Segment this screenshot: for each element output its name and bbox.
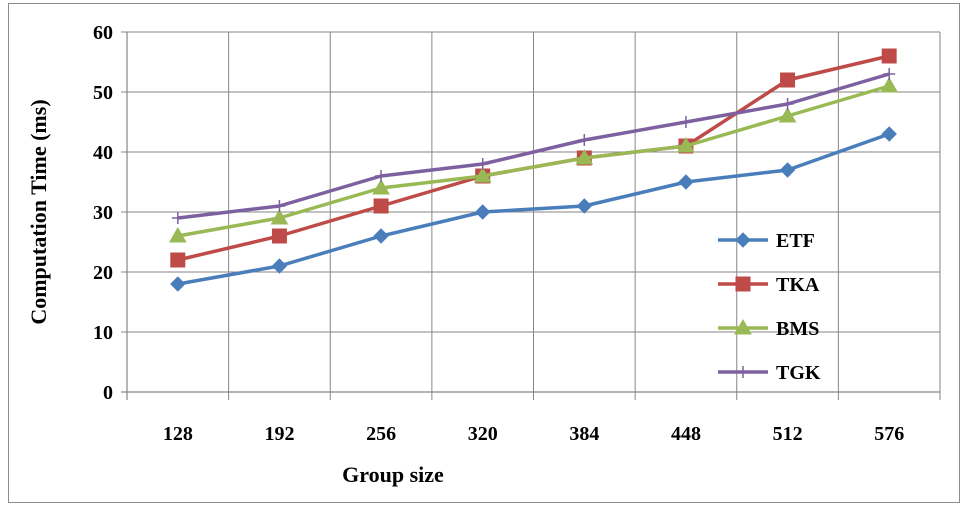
- data-point-tgk: [883, 68, 896, 80]
- data-point-bms: [473, 166, 492, 183]
- y-tick-label: 40: [93, 142, 113, 164]
- y-tick-labels: 0 10 20 30 40 50 60: [93, 22, 113, 404]
- y-tick-label: 0: [103, 382, 113, 404]
- legend-marker-bms: [734, 318, 752, 335]
- data-point-tgk: [375, 170, 388, 182]
- data-point-bms: [270, 208, 289, 225]
- data-point-bms: [880, 76, 899, 93]
- data-point-etf: [881, 126, 897, 142]
- data-point-bms: [168, 226, 187, 243]
- data-point-tgk: [273, 200, 286, 212]
- data-point-tka: [780, 72, 796, 88]
- y-tick-label: 30: [93, 202, 113, 224]
- x-tick-label: 320: [468, 423, 498, 445]
- data-point-bms: [778, 106, 797, 123]
- x-tick-label: 512: [773, 423, 803, 445]
- y-tick-label: 10: [93, 322, 113, 344]
- y-tick-label: 60: [93, 22, 113, 44]
- data-point-bms: [677, 136, 695, 153]
- legend-marker-tgk: [737, 366, 749, 378]
- legend-marker-etf: [735, 232, 751, 248]
- x-tick-labels: 128 192 256 320 384 448 512 576: [163, 423, 904, 445]
- series-tgk: [171, 68, 896, 224]
- legend-marker-tka: [735, 276, 751, 292]
- data-point-etf: [779, 162, 796, 178]
- data-point-etf: [576, 198, 593, 214]
- x-tick-label: 576: [874, 423, 904, 445]
- data-point-tgk: [679, 116, 692, 128]
- series-line-etf: [177, 132, 890, 286]
- data-point-tgk: [781, 98, 794, 110]
- data-point-tka: [373, 198, 389, 214]
- data-point-tka: [881, 48, 897, 64]
- data-point-etf: [271, 258, 288, 274]
- series-line-bms: [177, 84, 890, 238]
- legend: ETF TKA BMS TGK: [718, 230, 821, 384]
- chart-frame: [8, 3, 960, 503]
- y-tick-label: 20: [93, 262, 113, 284]
- data-point-etf: [373, 228, 389, 244]
- data-point-bms: [575, 148, 594, 165]
- legend-label-bms: BMS: [776, 318, 819, 340]
- data-point-bms: [372, 178, 390, 195]
- legend-label-etf: ETF: [776, 230, 815, 252]
- data-series: [168, 48, 899, 292]
- x-tick-label: 192: [264, 423, 294, 445]
- x-axis-title: Group size: [342, 462, 444, 487]
- data-point-etf: [474, 204, 491, 220]
- x-tick-label: 448: [671, 423, 701, 445]
- series-line-tgk: [177, 72, 890, 220]
- x-tick-label: 256: [366, 423, 396, 445]
- data-point-tgk: [578, 134, 591, 146]
- data-point-tgk: [476, 158, 489, 170]
- x-tick-label: 128: [163, 423, 193, 445]
- legend-label-tka: TKA: [776, 274, 820, 296]
- data-point-etf: [170, 276, 186, 292]
- y-axis-title: Computation Time (ms): [26, 99, 51, 324]
- x-tick-label: 384: [569, 423, 599, 445]
- series-bms: [168, 76, 899, 243]
- data-point-tgk: [171, 212, 184, 224]
- series-etf: [170, 126, 897, 292]
- data-point-tka: [170, 252, 186, 268]
- data-point-tka: [271, 228, 287, 244]
- legend-label-tgk: TGK: [776, 362, 821, 384]
- data-point-etf: [678, 174, 694, 190]
- gridlines: [121, 31, 941, 400]
- y-tick-label: 50: [93, 82, 113, 104]
